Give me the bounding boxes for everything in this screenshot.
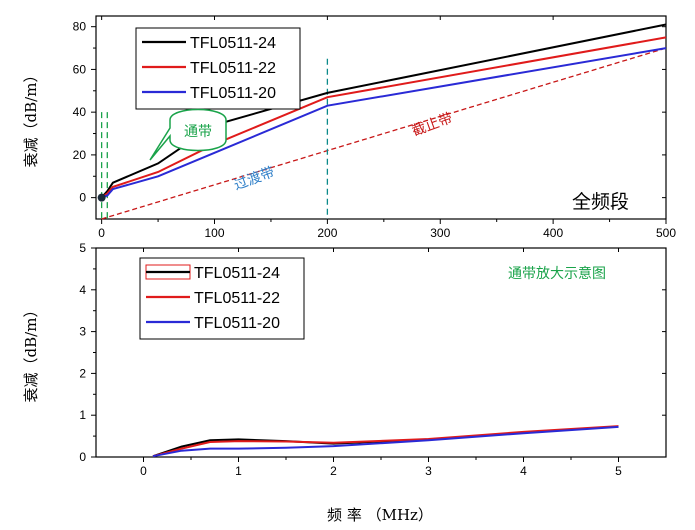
y-tick-label: 40 [73,105,87,119]
x-axis-label: 频 率 （MHz） [327,506,433,524]
cutoff-reference-line [101,47,667,220]
transition-band-label: 过渡带 [232,164,277,193]
bottom-panel-label: 通带放大示意图 [508,265,606,282]
top-axis-ticks: 0 100 200 300 400 500 0 20 40 60 80 [73,16,676,240]
series-line-TFL0511-20 [101,47,667,199]
x-tick-label: 3 [425,464,432,478]
y-tick-label: 5 [79,241,86,255]
y-tick-label: 60 [73,62,87,76]
x-tick-label: 0 [140,464,147,478]
y-tick-label: 20 [73,148,87,162]
x-tick-label: 400 [543,226,563,240]
x-tick-label: 100 [204,226,224,240]
passband-callout-bubble [149,108,227,161]
top-reference-lines [100,47,667,220]
legend-label: TFL0511-22 [190,60,276,77]
x-tick-label: 300 [430,226,450,240]
x-tick-label: 200 [317,226,337,240]
series-line-TFL0511-22 [152,425,619,458]
x-tick-label: 2 [330,464,337,478]
series-line-TFL0511-24 [100,23,667,199]
series-line-TFL0511-20 [152,425,619,458]
y-tick-label: 2 [79,366,86,380]
x-tick-label: 5 [615,464,622,478]
origin-point [97,193,106,202]
x-tick-label: 0 [98,226,105,240]
legend-label: TFL0511-24 [194,265,280,282]
legend-label: TFL0511-22 [194,290,280,307]
bottom-y-axis-label: 衰减（dB/m） [22,303,40,403]
legend-label: TFL0511-20 [190,85,276,102]
top-panel-label: 全频段 [572,191,629,213]
x-tick-label: 1 [235,464,242,478]
y-tick-label: 0 [79,450,86,464]
top-plot-frame [95,15,667,220]
y-tick-label: 80 [73,20,87,34]
y-tick-label: 3 [79,325,86,339]
top-series [97,23,667,202]
cutoff-band-label: 截止带 [410,110,455,139]
bottom-axis-ticks: 0 1 2 3 4 5 0 1 2 3 4 5 [79,241,666,478]
legend-label: TFL0511-24 [190,35,276,52]
y-tick-label: 1 [79,408,86,422]
top-legend: TFL0511-24 TFL0511-22 TFL0511-20 [135,27,301,110]
x-tick-label: 4 [520,464,527,478]
passband-label: 通带 [184,124,212,140]
series-line-TFL0511-22 [101,36,667,199]
top-y-axis-label: 衰减（dB/m） [22,68,40,168]
x-tick-label: 500 [656,226,676,240]
bottom-legend: TFL0511-24 TFL0511-22 TFL0511-20 [139,257,305,340]
bottom-series [152,425,619,458]
legend-label: TFL0511-20 [194,315,280,332]
y-tick-label: 0 [79,191,86,205]
y-tick-label: 4 [79,283,86,297]
